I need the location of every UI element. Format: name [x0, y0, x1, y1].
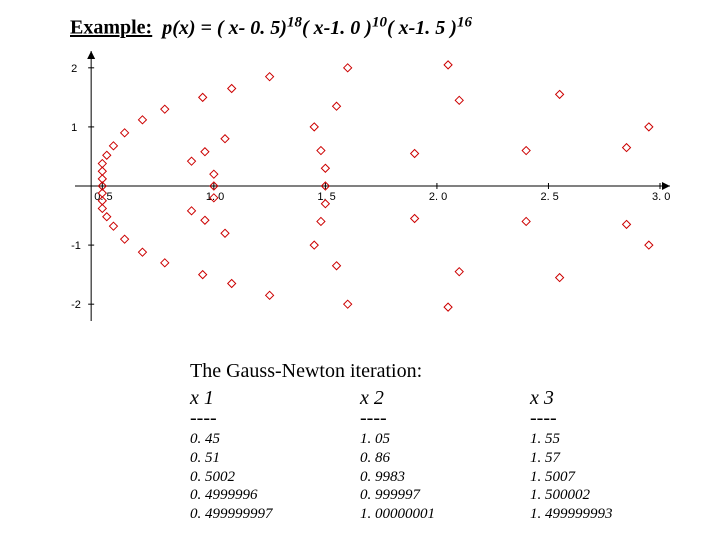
svg-text:0. 5: 0. 5	[94, 191, 112, 203]
iteration-headers: x 1 x 2 x 3	[190, 388, 700, 408]
iter-dash-3: ----	[530, 408, 700, 428]
svg-text:1: 1	[71, 122, 77, 134]
example-title: Example: p(x) = ( x- 0. 5)18( x-1. 0 )10…	[70, 14, 472, 40]
iteration-rows: 0. 451. 051. 550. 510. 861. 570. 50020. …	[190, 430, 700, 524]
iteration-row: 0. 451. 051. 55	[190, 430, 700, 449]
svg-text:3. 0: 3. 0	[652, 191, 670, 203]
iteration-row: 0. 50020. 99831. 5007	[190, 468, 700, 487]
iter-dash-1: ----	[190, 408, 360, 428]
iteration-cell: 1. 55	[530, 430, 700, 449]
iter-hdr-2: x 2	[360, 388, 530, 408]
iteration-cell: 0. 86	[360, 449, 530, 468]
iteration-row: 0. 49999960. 9999971. 500002	[190, 486, 700, 505]
iteration-cell: 0. 45	[190, 430, 360, 449]
eq-prefix: p(x) = ( x-	[162, 17, 250, 39]
iteration-cell: 0. 499999997	[190, 505, 360, 524]
svg-text:-2: -2	[71, 299, 81, 311]
iteration-cell: 1. 500002	[530, 486, 700, 505]
scatter-chart: 0. 51. 01. 52. 02. 53. 0-2-112	[40, 46, 680, 336]
chart-svg: 0. 51. 01. 52. 02. 53. 0-2-112	[40, 46, 680, 336]
iteration-cell: 1. 00000001	[360, 505, 530, 524]
eq-exp1: 18	[287, 14, 302, 30]
eq-mid2: ( x-	[387, 17, 415, 39]
iteration-dashes: ---- ---- ----	[190, 408, 700, 428]
svg-text:2. 5: 2. 5	[540, 191, 558, 203]
eq-root3: 1. 5 )	[415, 17, 457, 39]
iteration-cell: 0. 4999996	[190, 486, 360, 505]
iteration-cell: 1. 57	[530, 449, 700, 468]
svg-text:2: 2	[71, 63, 77, 75]
eq-root2: 1. 0 )	[330, 17, 372, 39]
iteration-cell: 0. 5002	[190, 468, 360, 487]
iteration-table: x 1 x 2 x 3 ---- ---- ---- 0. 451. 051. …	[190, 388, 700, 524]
iteration-cell: 1. 499999993	[530, 505, 700, 524]
iter-hdr-1: x 1	[190, 388, 360, 408]
iter-hdr-3: x 3	[530, 388, 700, 408]
iteration-title: The Gauss-Newton iteration:	[190, 360, 422, 383]
iteration-row: 0. 4999999971. 000000011. 499999993	[190, 505, 700, 524]
eq-mid1: ( x-	[302, 17, 330, 39]
eq-exp3: 16	[457, 14, 472, 30]
svg-text:2. 0: 2. 0	[429, 191, 447, 203]
iteration-row: 0. 510. 861. 57	[190, 449, 700, 468]
iteration-cell: 1. 05	[360, 430, 530, 449]
eq-exp2: 10	[372, 14, 387, 30]
iteration-cell: 0. 999997	[360, 486, 530, 505]
slide: { "title": { "label_plain": "Example:", …	[0, 0, 720, 540]
iter-dash-2: ----	[360, 408, 530, 428]
iteration-cell: 0. 9983	[360, 468, 530, 487]
svg-text:-1: -1	[71, 240, 81, 252]
iteration-cell: 0. 51	[190, 449, 360, 468]
example-label: Example:	[70, 17, 152, 39]
eq-root1: 0. 5)	[250, 17, 287, 39]
iteration-cell: 1. 5007	[530, 468, 700, 487]
